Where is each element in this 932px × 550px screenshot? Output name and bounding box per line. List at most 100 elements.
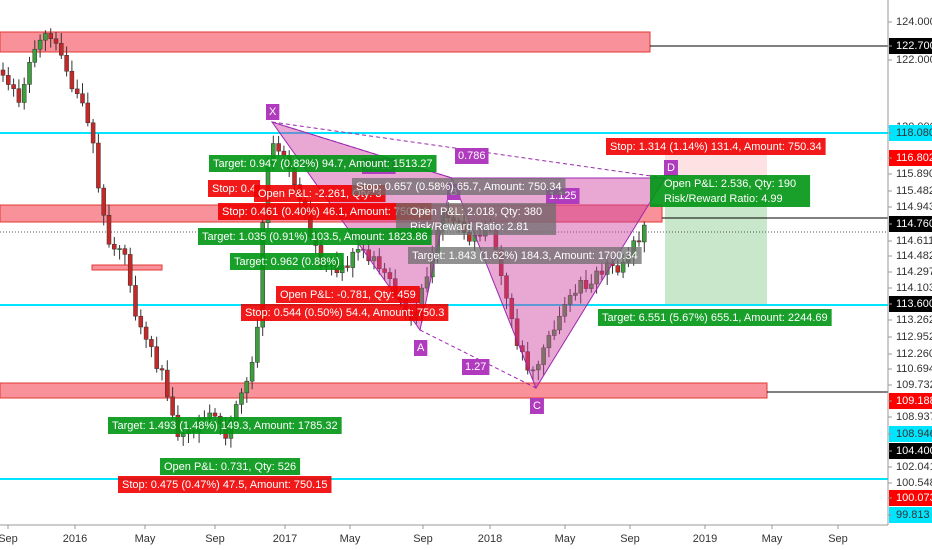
position-label-text: Target: 1.493 (1.48%) 149.3, Amount: 178… [112,420,338,432]
candle-body [276,143,281,152]
position-label-text: Target: 1.035 (0.91%) 103.5, Amount: 182… [202,231,428,243]
time-label: 2016 [63,533,87,545]
candle-body [239,392,244,405]
position-label-text: Stop: 1.314 (1.14%) 131.4, Amount: 750.3… [610,141,822,153]
candle-body [509,297,515,320]
position-label: Open P&L: 2.018, Qty: 380 Risk/Reward Rat… [396,203,557,235]
price-label-box [889,393,932,409]
price-label: 100.548 [896,477,932,489]
candle-body [599,270,605,275]
candle-body [32,48,38,63]
ratio-label-box [455,148,489,164]
price-label: 115.890 [896,168,932,180]
pattern-point-text: X [269,106,277,118]
candle-body [170,396,175,416]
position-label-text: Open P&L: -0.781, Qty: 459 [280,289,416,301]
candle-body [127,254,133,286]
price-label: 114.103 [896,282,932,294]
candle-body [551,329,557,336]
time-label: May [762,533,783,545]
price-label: 112.952 [896,331,932,343]
candle-body [557,315,562,331]
pattern-point-text: D [667,162,675,174]
price-label-box [889,443,932,459]
position-label-text: Open P&L: 2.536, Qty: 190 [664,178,796,190]
candle-body [244,380,250,394]
price-label: 113.262 [896,314,932,326]
price-label: 118.080 [896,127,932,139]
supply-zone [0,382,768,399]
candle-body [106,214,112,245]
candle-body [117,248,122,250]
time-label: May [555,533,576,545]
candle-body [6,75,11,85]
candle-body [567,295,573,305]
price-label: 122.700 [896,40,932,52]
candle-body [149,339,154,347]
price-label: 99.813 [896,509,930,521]
price-label: 114.760 [896,218,932,230]
position-label-box [650,175,811,207]
pattern-point-box [414,340,428,356]
candle-body [504,275,509,299]
price-label: 114.482 [896,250,932,262]
price-label: 102.041 [896,461,932,473]
position-label: Open P&L: -0.781, Qty: 459 [276,286,420,303]
pattern-point-box [266,104,280,120]
position-label-box [352,178,566,195]
price-label-box [889,296,932,312]
candle-body [255,326,260,363]
position-label-text: Risk/Reward Ratio: 2.81 [410,221,529,233]
price-label: 124.000 [896,16,932,28]
position-label-box [198,228,432,245]
candle-body [281,150,287,156]
position-label-box [598,309,832,326]
candle-body [112,243,117,250]
pattern-point: X [266,104,280,120]
candle-body [536,364,541,371]
pattern-point: A [414,340,428,356]
candle-body [159,368,165,371]
candle-body [562,304,568,317]
candle-body [43,33,48,41]
candle-body [525,351,530,371]
candle-body [387,272,393,279]
candle-body [90,122,96,144]
candle-body [80,93,85,104]
position-label-text: Stop: 0.461 (0.40%) 46.1, Amount: 750.34 [222,206,427,218]
candle-body [615,265,621,273]
candle-body [27,62,32,85]
position-label-box [230,253,344,270]
price-label-box [889,216,932,232]
candle-body [37,39,43,50]
candle-body [154,346,159,369]
candle-body [85,102,91,124]
candle-body [249,362,255,382]
position-label-text: Target: 0.947 (0.82%) 94.7, Amount: 1513… [213,158,433,170]
candle-body [143,326,149,340]
position-label: Stop: 1.314 (1.14%) 131.4, Amount: 750.3… [606,138,826,155]
position-label-box [276,286,420,303]
reward-area [665,200,767,305]
position-label-box [208,180,261,197]
price-label: 116.802 [896,152,932,164]
position-label: Stop: 0.657 (0.58%) 65.7, Amount: 750.34 [352,178,566,195]
candle-body [371,256,377,262]
candle-body [260,222,265,328]
price-label-box [889,125,932,141]
position-label: Target: 1.035 (0.91%) 103.5, Amount: 182… [198,228,432,245]
candle-body [165,369,170,398]
pattern-point-box [664,160,678,176]
candle-body [636,240,642,243]
price-label: 104.400 [896,445,932,457]
candle-body [0,69,6,76]
position-label: Open P&L: 0.731, Qty: 526 [160,458,301,475]
candle-body [59,43,64,56]
price-label: 114.297 [896,266,932,278]
candle-body [355,249,361,253]
price-label-box [889,150,932,166]
price-label: 112.260 [896,348,932,360]
position-label-box [118,476,332,493]
price-label: 113.600 [896,298,932,310]
candle-body [424,276,430,289]
